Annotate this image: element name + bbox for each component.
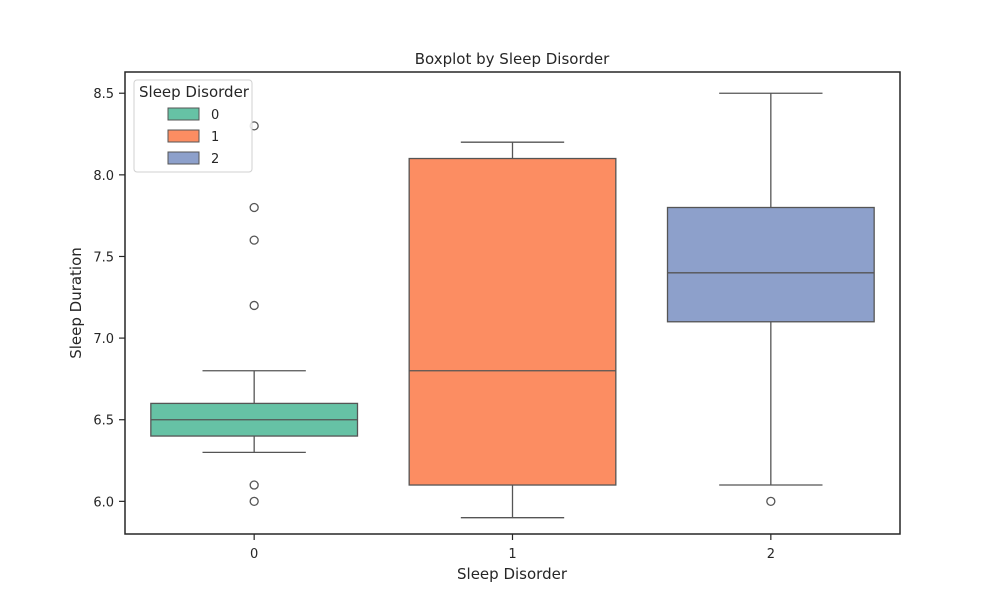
- y-axis-label: Sleep Duration: [67, 247, 85, 359]
- outlier-point-2-0: [766, 496, 776, 506]
- outlier-point-0-2: [249, 300, 259, 311]
- legend-swatch-0: [167, 107, 200, 121]
- outlier-point-0-0: [249, 496, 259, 506]
- x-tick-label-0: 0: [250, 547, 258, 562]
- x-tick-label-2: 2: [767, 547, 775, 562]
- box-group-1: [408, 141, 617, 519]
- box-group-0: [150, 121, 359, 506]
- y-tick-label-4: 8.0: [93, 169, 114, 184]
- plot-area: [150, 92, 875, 519]
- y-tick-label-5: 8.5: [93, 87, 114, 102]
- chart-title: Boxplot by Sleep Disorder: [415, 50, 610, 68]
- x-tick-label-1: 1: [508, 547, 516, 562]
- outlier-point-0-4: [249, 202, 259, 213]
- outlier-point-0-1: [249, 480, 259, 490]
- box-group-2: [666, 92, 875, 506]
- y-tick-label-3: 7.5: [93, 250, 114, 265]
- y-tick-label-0: 6.0: [93, 495, 114, 510]
- box-1: [408, 157, 617, 486]
- box-2: [666, 206, 875, 323]
- legend-title: Sleep Disorder: [139, 83, 250, 101]
- legend-label-1: 1: [211, 130, 219, 145]
- y-tick-label-2: 7.0: [93, 332, 114, 347]
- legend-swatch-1: [167, 129, 200, 143]
- legend-box: [133, 79, 253, 173]
- legend-label-0: 0: [211, 108, 219, 123]
- legend: Sleep Disorder 0 1 2: [133, 79, 253, 173]
- outlier-point-0-3: [249, 235, 259, 245]
- axes: 6.0 6.5 7.0 7.5 8.0 8.5 0 1 2: [93, 87, 775, 562]
- x-axis-label: Sleep Disorder: [457, 565, 568, 583]
- legend-swatch-2: [167, 151, 200, 165]
- y-tick-label-1: 6.5: [93, 414, 114, 429]
- legend-label-2: 2: [211, 152, 219, 167]
